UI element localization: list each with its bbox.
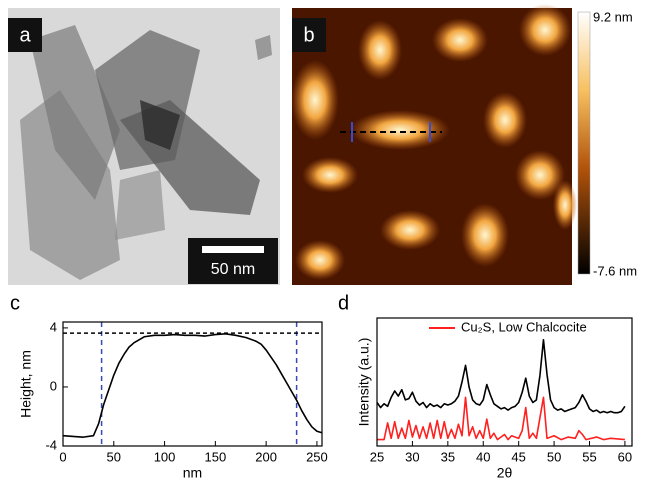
x-tick-label: 250 <box>306 449 328 464</box>
colorbar-max-label: 9.2 nm <box>593 9 633 24</box>
data-line <box>377 396 625 441</box>
scale-bar-label: 50 nm <box>211 261 255 278</box>
x-tick-label: 150 <box>205 449 227 464</box>
x-tick-label: 55 <box>582 449 596 464</box>
data-line <box>62 333 323 438</box>
x-tick-label: 200 <box>255 449 277 464</box>
panel-label: d <box>338 292 349 314</box>
colorbar <box>577 11 591 275</box>
x-tick-label: 50 <box>107 449 121 464</box>
colorbar-min-label: -7.6 nm <box>593 263 637 278</box>
x-tick-label: 40 <box>476 449 490 464</box>
panel-label: c <box>10 292 20 314</box>
panel-label-box <box>8 18 42 52</box>
x-tick-label: 0 <box>59 449 66 464</box>
y-tick-label: 0 <box>50 378 57 393</box>
x-tick-label: 30 <box>405 449 419 464</box>
panel-label: b <box>303 24 314 46</box>
scale-bar <box>202 246 264 253</box>
y-axis-label: Height, nm <box>18 350 34 418</box>
y-axis-label: Intensity (a.u.) <box>356 338 372 427</box>
x-tick-label: 50 <box>547 449 561 464</box>
x-tick-label: 25 <box>370 449 384 464</box>
tem-image <box>8 8 280 285</box>
legend-label: Cu₂S, Low Chalcocite <box>461 319 587 334</box>
y-tick-label: -4 <box>45 437 57 452</box>
data-line <box>376 338 626 414</box>
plot-frame <box>62 321 323 447</box>
scale-bar-box <box>188 238 278 284</box>
x-tick-label: 60 <box>618 449 632 464</box>
afm-image <box>291 4 577 285</box>
x-tick-label: 100 <box>154 449 176 464</box>
x-tick-label: 35 <box>441 449 455 464</box>
panel-label-box <box>292 18 326 52</box>
x-tick-label: 45 <box>511 449 525 464</box>
panel-label: a <box>19 24 31 46</box>
y-tick-label: 4 <box>50 319 57 334</box>
plot-frame <box>376 317 633 447</box>
x-axis-label: nm <box>183 465 202 481</box>
x-axis-label: 2θ <box>497 465 513 481</box>
